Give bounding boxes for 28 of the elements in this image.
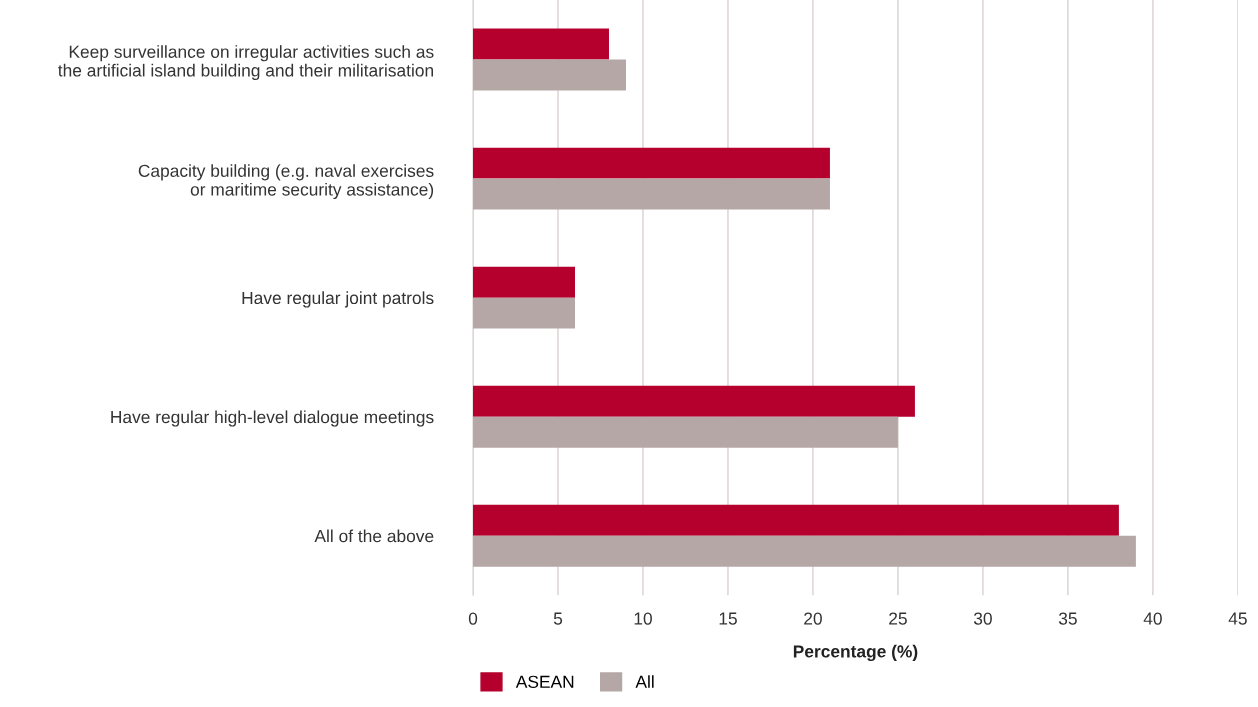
x-tick-label: 20 bbox=[804, 612, 822, 625]
bar bbox=[473, 385, 915, 417]
x-tick-label: 5 bbox=[553, 612, 563, 625]
x-tick-label: 40 bbox=[1143, 612, 1162, 625]
bar bbox=[473, 535, 1136, 567]
bar bbox=[473, 504, 1119, 536]
y-tick-label: Have regular high-level dialogue meetings bbox=[111, 410, 434, 427]
bar bbox=[473, 59, 626, 91]
bar bbox=[473, 178, 830, 210]
x-tick-label: 30 bbox=[973, 612, 992, 625]
y-tick-label: All of the above bbox=[314, 529, 434, 543]
bar bbox=[473, 297, 575, 329]
x-tick-label: 15 bbox=[719, 612, 737, 625]
bar bbox=[473, 28, 609, 60]
y-tick-label: Keep surveillance on irregular activities such as the artificial island building and their militarisation bbox=[58, 45, 434, 81]
x-tick-label: 35 bbox=[1058, 612, 1077, 625]
x-axis-title: Percentage (%) bbox=[793, 644, 918, 662]
x-tick-label: 25 bbox=[889, 612, 907, 625]
x-tick-label: 0 bbox=[468, 612, 478, 625]
x-tick-label: 45 bbox=[1228, 612, 1247, 625]
legend-label: ASEAN bbox=[515, 675, 574, 688]
y-tick-label: Capacity building (e.g. naval exercises or maritime security assistance) bbox=[138, 164, 434, 200]
legend-label: All bbox=[635, 675, 654, 688]
bar bbox=[473, 147, 830, 179]
bar bbox=[473, 266, 575, 298]
y-tick-label: Have regular joint patrols bbox=[242, 291, 434, 308]
x-tick-label: 10 bbox=[634, 612, 652, 625]
bar bbox=[473, 416, 898, 448]
